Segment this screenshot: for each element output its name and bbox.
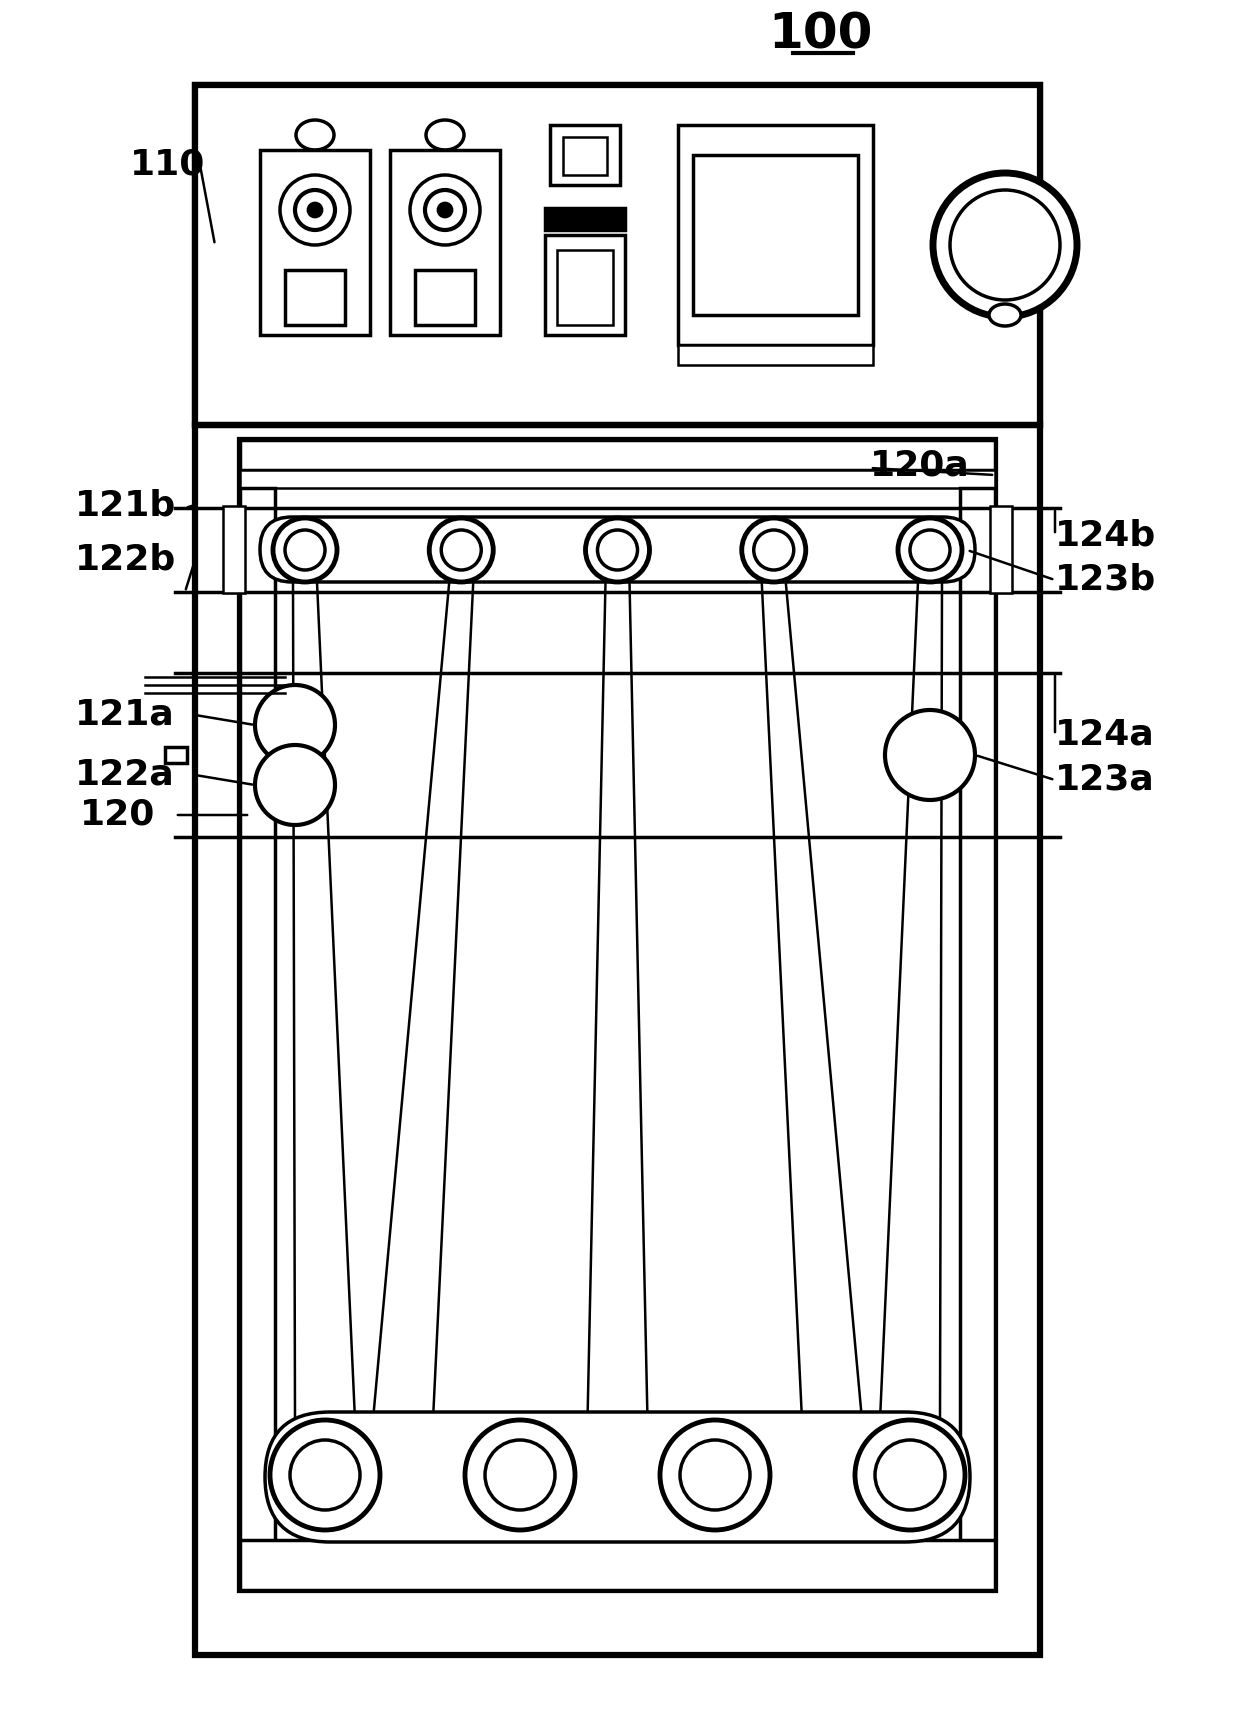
Text: 123b: 123b — [1055, 562, 1156, 597]
Text: 122b: 122b — [74, 543, 176, 578]
Bar — [678, 125, 873, 345]
Circle shape — [255, 685, 335, 765]
Circle shape — [465, 1419, 575, 1530]
Text: 123a: 123a — [1055, 763, 1154, 796]
Circle shape — [308, 203, 322, 217]
Bar — [693, 154, 858, 316]
Circle shape — [285, 529, 325, 571]
Bar — [241, 1541, 994, 1589]
Circle shape — [441, 529, 481, 571]
Circle shape — [438, 203, 453, 217]
Circle shape — [932, 174, 1078, 318]
Text: 124a: 124a — [1055, 718, 1154, 751]
Bar — [165, 748, 187, 763]
Circle shape — [280, 175, 350, 245]
Circle shape — [410, 175, 480, 245]
Bar — [557, 250, 613, 324]
Circle shape — [910, 529, 950, 571]
Text: 124b: 124b — [1055, 519, 1156, 552]
Bar — [391, 149, 500, 335]
Text: 120a: 120a — [870, 448, 970, 482]
Circle shape — [856, 1419, 965, 1530]
Circle shape — [898, 519, 962, 581]
Ellipse shape — [296, 120, 334, 149]
Circle shape — [429, 519, 494, 581]
Bar — [241, 470, 994, 488]
Circle shape — [273, 519, 337, 581]
Circle shape — [680, 1440, 750, 1509]
Bar — [960, 488, 994, 1589]
Bar — [285, 271, 345, 324]
Bar — [195, 85, 1040, 425]
FancyBboxPatch shape — [265, 1412, 970, 1542]
Circle shape — [255, 744, 335, 826]
Bar — [551, 125, 620, 186]
Bar — [241, 441, 994, 470]
Bar — [546, 234, 625, 335]
Text: 100: 100 — [768, 10, 872, 59]
Bar — [990, 507, 1012, 593]
Text: 121a: 121a — [74, 697, 175, 732]
Bar — [241, 441, 994, 1589]
Circle shape — [585, 519, 650, 581]
Bar — [195, 85, 1040, 1655]
Bar — [546, 208, 625, 231]
Bar — [241, 488, 275, 1589]
Text: 122a: 122a — [74, 758, 175, 791]
Circle shape — [875, 1440, 945, 1509]
Circle shape — [885, 710, 975, 800]
Circle shape — [425, 191, 465, 231]
Bar — [563, 137, 608, 175]
Circle shape — [598, 529, 637, 571]
Circle shape — [754, 529, 794, 571]
Text: 121b: 121b — [74, 488, 176, 522]
Circle shape — [295, 191, 335, 231]
Circle shape — [742, 519, 806, 581]
Text: 110: 110 — [130, 147, 206, 182]
Bar — [415, 271, 475, 324]
Text: 120: 120 — [81, 798, 155, 833]
Ellipse shape — [427, 120, 464, 149]
Circle shape — [270, 1419, 379, 1530]
Circle shape — [485, 1440, 556, 1509]
Ellipse shape — [990, 304, 1021, 326]
Circle shape — [290, 1440, 360, 1509]
Circle shape — [660, 1419, 770, 1530]
Bar — [223, 507, 246, 593]
Bar — [260, 149, 370, 335]
Bar — [678, 345, 873, 364]
FancyBboxPatch shape — [260, 517, 975, 581]
Circle shape — [950, 191, 1060, 300]
